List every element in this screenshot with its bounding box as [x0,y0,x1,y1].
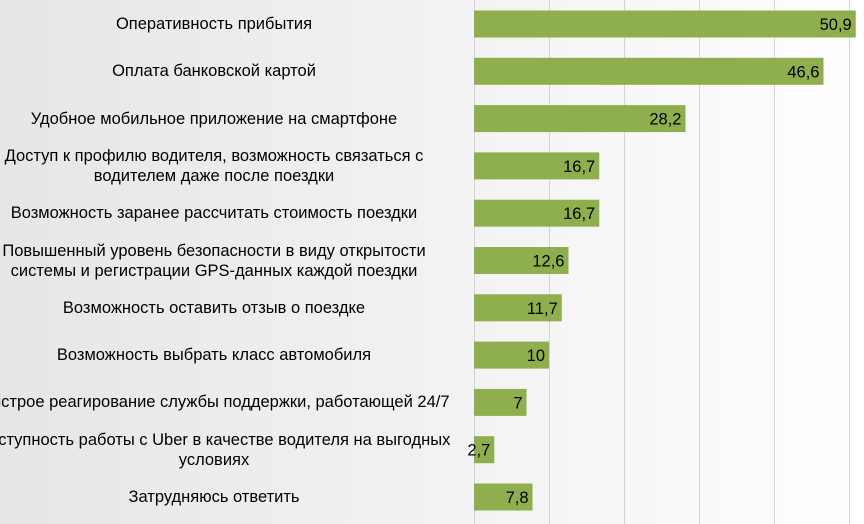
bar [474,483,533,511]
bar-value-label: 46,6 [787,63,819,81]
bar [474,388,527,416]
bar-value-label: 11,7 [527,300,558,318]
bar-value-label: 12,6 [532,253,564,271]
bar [474,10,856,38]
bar [474,294,562,322]
bar [474,247,569,274]
bar [474,57,824,85]
category-label: Доступ к профилю водителя, возможность с… [4,146,424,185]
bar-value-label: 50,9 [820,16,852,34]
bar-value-label: 16,7 [563,205,595,223]
bar [474,152,600,180]
category-label: Оплата банковской картой [112,62,316,81]
category-label: Возможность заранее рассчитать стоимость… [10,204,418,223]
bar [474,199,600,227]
category-label: Доступность работы с Uber в качестве вод… [0,430,451,469]
bar-value-label: 7 [513,394,522,412]
category-label: Возможность оставить отзыв о поездке [62,298,366,317]
category-label: Затрудняюсь ответить [128,488,300,506]
bar-value-label: 28,2 [649,111,681,129]
bar [474,105,686,133]
category-label: Быстрое реагирование службы поддержки, р… [0,393,450,412]
category-label: Оперативность прибытия [115,15,313,33]
bar-value-label: 10 [527,347,545,365]
bar [474,341,549,369]
category-label: Повышенный уровень безопасности в виду о… [2,241,426,280]
bar [474,436,495,464]
bar-value-label: 7,8 [506,489,529,507]
bar-value-label: 2,7 [467,442,490,460]
category-label: Удобное мобильное приложение на смартфон… [30,109,398,128]
category-label: Возможность выбрать класс автомобиля [56,346,372,365]
bar-value-label: 16,7 [563,158,595,176]
